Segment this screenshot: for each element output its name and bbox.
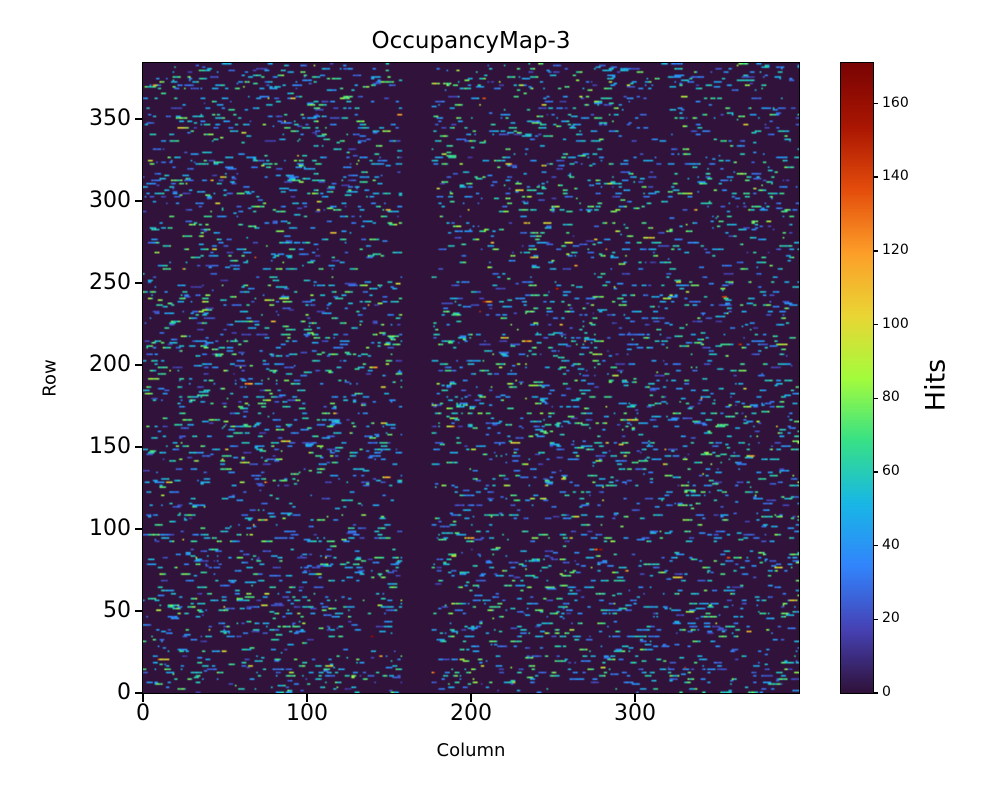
x-tick-mark <box>634 694 636 702</box>
colorbar-tick-label: 40 <box>882 536 900 553</box>
y-tick-mark <box>135 199 143 202</box>
y-tick-mark <box>135 445 143 448</box>
colorbar-tick-label: 0 <box>882 684 891 700</box>
colorbar-tick-mark <box>873 250 878 252</box>
colorbar-gradient-canvas <box>841 63 873 693</box>
y-tick-mark <box>135 692 143 694</box>
colorbar-tick-mark <box>873 102 878 105</box>
y-tick-mark <box>135 281 143 284</box>
heatmap-canvas <box>143 63 799 693</box>
chart-title: OccupancyMap-3 <box>371 28 571 54</box>
x-tick-label: 300 <box>614 701 656 726</box>
colorbar <box>840 62 874 694</box>
colorbar-tick-mark <box>873 471 878 473</box>
y-tick-label: 350 <box>89 105 131 131</box>
x-tick-mark <box>306 694 308 702</box>
y-tick-label: 300 <box>89 187 131 213</box>
y-tick-label: 100 <box>89 515 131 541</box>
x-tick-label: 100 <box>286 701 328 726</box>
colorbar-tick-mark <box>873 618 878 621</box>
colorbar-tick-mark <box>873 544 878 547</box>
y-tick-label: 150 <box>89 433 131 459</box>
colorbar-tick-mark <box>873 176 878 178</box>
colorbar-tick-mark <box>873 323 878 326</box>
y-tick-mark <box>135 609 143 612</box>
y-tick-mark <box>135 363 143 366</box>
colorbar-tick-mark <box>873 397 878 399</box>
colorbar-tick-label: 20 <box>882 610 900 627</box>
colorbar-label: Hits <box>920 358 952 412</box>
colorbar-tick-label: 60 <box>882 462 900 479</box>
colorbar-tick-label: 160 <box>882 94 909 111</box>
y-tick-mark <box>135 527 143 530</box>
y-tick-label: 200 <box>89 351 131 377</box>
x-tick-label: 200 <box>450 701 492 726</box>
colorbar-tick-mark <box>873 692 878 694</box>
x-tick-mark <box>142 694 144 702</box>
y-tick-label: 0 <box>117 680 131 705</box>
x-tick-mark <box>470 694 472 702</box>
y-tick-label: 250 <box>89 269 131 295</box>
y-axis-label: Row <box>39 359 61 397</box>
colorbar-tick-label: 100 <box>882 315 909 332</box>
y-tick-mark <box>135 117 143 120</box>
y-tick-label: 50 <box>103 597 131 623</box>
x-tick-label: 0 <box>136 701 150 726</box>
colorbar-tick-label: 80 <box>882 389 900 406</box>
colorbar-tick-label: 120 <box>882 241 909 258</box>
x-axis-label: Column <box>436 740 506 761</box>
colorbar-tick-label: 140 <box>882 168 909 185</box>
